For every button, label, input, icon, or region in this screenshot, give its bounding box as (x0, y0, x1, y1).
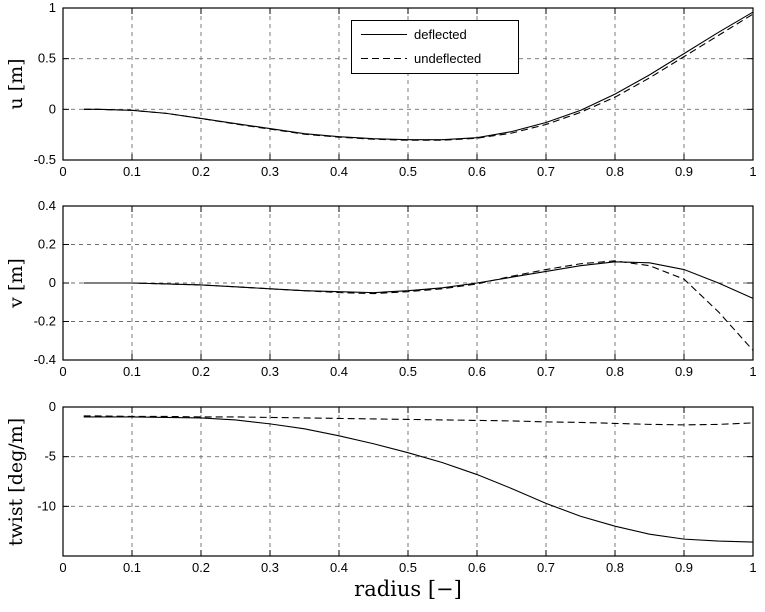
x-tick-label: 0.4 (330, 560, 348, 575)
x-tick-label: 1 (749, 164, 756, 179)
series-line-undeflected (83, 260, 754, 351)
x-tick-label: 0.5 (399, 560, 417, 575)
x-tick-label: 0.2 (192, 560, 210, 575)
y-tick-label: 0.4 (38, 198, 56, 213)
y-tick-label: 1 (49, 0, 56, 15)
x-tick-label: 0.4 (330, 164, 348, 179)
series-line-undeflected (83, 13, 754, 141)
legend: deflected undeflected (351, 20, 519, 74)
subplot-v-plot-area: 0 0.1 0.2 0.3 0.4 0.5 0.6 0.7 0.8 0.9 1 -0.4 -0.2 0 0.… (34, 198, 757, 379)
x-tick-label: 0.2 (192, 164, 210, 179)
x-tick-label: 0 (59, 560, 66, 575)
y-tick-label: -0.5 (34, 152, 56, 167)
legend-box (351, 20, 519, 74)
legend-label-undeflected: undeflected (414, 51, 481, 66)
series-line-deflected (83, 416, 754, 543)
x-tick-label: 0.4 (330, 364, 348, 379)
x-tick-label: 0.9 (675, 364, 693, 379)
x-tick-label: 0.3 (261, 164, 279, 179)
x-tick-label: 0.7 (537, 164, 555, 179)
x-tick-label: 0.1 (123, 560, 141, 575)
x-tick-label: 1 (749, 364, 756, 379)
x-tick-label: 0.9 (675, 560, 693, 575)
x-tick-label: 0.8 (606, 364, 624, 379)
x-tick-label: 0.5 (399, 164, 417, 179)
y-tick-label: -0.2 (34, 314, 56, 329)
x-tick-label: 1 (749, 560, 756, 575)
y-axis-label-v: v [m] (5, 258, 27, 309)
y-axis-label-u: u [m] (5, 58, 27, 109)
x-tick-label: 0.6 (468, 560, 486, 575)
y-tick-label: -5 (44, 449, 56, 464)
x-tick-label: 0.6 (468, 364, 486, 379)
series-line-undeflected (83, 415, 754, 426)
x-tick-label: 0.6 (468, 164, 486, 179)
subplot-twist-plot-area: 0 0.1 0.2 0.3 0.4 0.5 0.6 0.7 0.8 0.9 1 0 -5 -10 (37, 399, 756, 575)
x-tick-label: 0.7 (537, 560, 555, 575)
y-axis-label-twist: twist [deg/m] (5, 418, 27, 546)
x-tick-label: 0.8 (606, 560, 624, 575)
x-tick-label: 0 (59, 364, 66, 379)
y-tick-label: 0.2 (38, 237, 56, 252)
y-tick-label: 0 (49, 101, 56, 116)
y-tick-label: 0 (49, 399, 56, 414)
x-axis-label: radius [−] (354, 577, 462, 601)
y-tick-label: -10 (37, 498, 56, 513)
legend-label-deflected: deflected (414, 27, 467, 42)
x-tick-label: 0.1 (123, 164, 141, 179)
y-tick-label: 0 (49, 275, 56, 290)
x-tick-label: 0.8 (606, 164, 624, 179)
subplot-u-plot-area: 0 0.1 0.2 0.3 0.4 0.5 0.6 0.7 0.8 0.9 1-0.500.51 (34, 0, 757, 179)
x-tick-label: 0.7 (537, 364, 555, 379)
x-tick-label: 0 (59, 164, 66, 179)
x-tick-label: 0.1 (123, 364, 141, 379)
x-tick-label: 0.9 (675, 164, 693, 179)
x-tick-label: 0.3 (261, 364, 279, 379)
y-tick-label: 0.5 (38, 51, 56, 66)
x-tick-label: 0.5 (399, 364, 417, 379)
x-tick-label: 0.2 (192, 364, 210, 379)
y-tick-label: -0.4 (34, 352, 56, 367)
x-tick-label: 0.3 (261, 560, 279, 575)
